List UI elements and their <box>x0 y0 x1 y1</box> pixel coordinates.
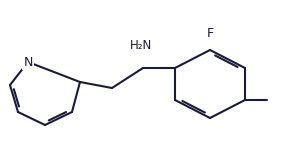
Text: F: F <box>207 27 214 40</box>
Text: N: N <box>23 56 33 69</box>
Text: H₂N: H₂N <box>130 39 152 52</box>
